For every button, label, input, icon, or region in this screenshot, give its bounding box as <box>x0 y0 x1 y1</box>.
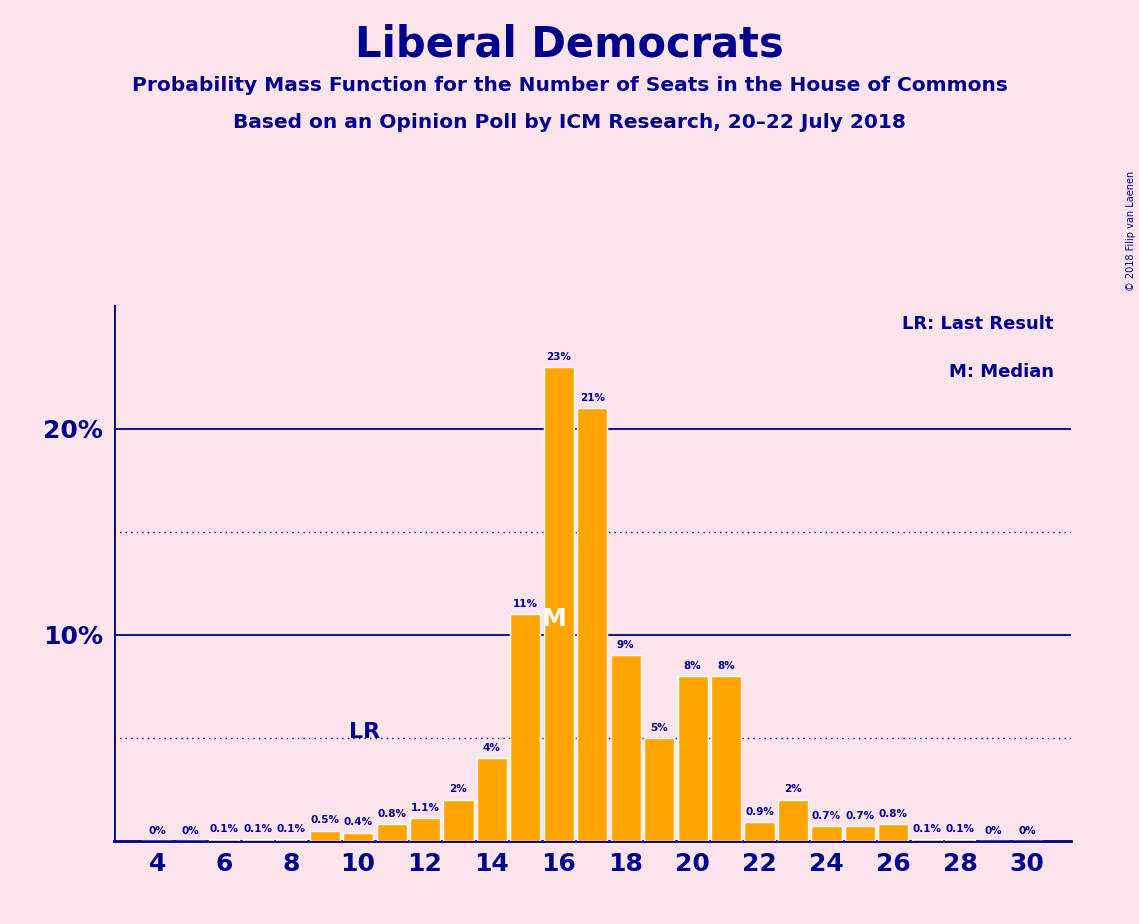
Bar <box>678 676 707 841</box>
Bar <box>711 676 741 841</box>
Bar <box>845 826 875 841</box>
Text: 0.8%: 0.8% <box>879 809 908 820</box>
Bar <box>911 839 942 841</box>
Text: 2%: 2% <box>450 784 467 795</box>
Bar <box>377 824 407 841</box>
Text: 1.1%: 1.1% <box>410 803 440 813</box>
Bar <box>510 614 540 841</box>
Text: LR: LR <box>350 722 380 742</box>
Bar <box>477 759 507 841</box>
Bar <box>210 839 239 841</box>
Text: © 2018 Filip van Laenen: © 2018 Filip van Laenen <box>1126 171 1136 291</box>
Text: 4%: 4% <box>483 743 501 753</box>
Bar <box>811 826 842 841</box>
Bar <box>577 408 607 841</box>
Text: 0%: 0% <box>1018 826 1036 835</box>
Bar <box>945 839 975 841</box>
Bar <box>778 799 808 841</box>
Text: 0.7%: 0.7% <box>812 811 841 821</box>
Text: 0.1%: 0.1% <box>244 823 272 833</box>
Bar <box>878 824 909 841</box>
Text: 0.9%: 0.9% <box>745 808 775 817</box>
Text: M: Median: M: Median <box>949 362 1054 381</box>
Bar <box>276 839 306 841</box>
Text: 0.1%: 0.1% <box>210 823 239 833</box>
Bar <box>611 655 641 841</box>
Bar <box>745 822 775 841</box>
Text: Liberal Democrats: Liberal Democrats <box>355 23 784 65</box>
Text: 0.1%: 0.1% <box>912 823 941 833</box>
Text: 9%: 9% <box>617 640 634 650</box>
Text: M: M <box>541 606 566 630</box>
Text: 0%: 0% <box>985 826 1002 835</box>
Text: 0.4%: 0.4% <box>344 818 372 828</box>
Text: 0.1%: 0.1% <box>277 823 305 833</box>
Bar <box>543 367 574 841</box>
Text: Based on an Opinion Poll by ICM Research, 20–22 July 2018: Based on an Opinion Poll by ICM Research… <box>233 113 906 132</box>
Text: 0.5%: 0.5% <box>310 815 339 825</box>
Text: 8%: 8% <box>683 661 702 671</box>
Text: 23%: 23% <box>547 352 572 361</box>
Text: 0.8%: 0.8% <box>377 809 407 820</box>
Text: Probability Mass Function for the Number of Seats in the House of Commons: Probability Mass Function for the Number… <box>132 76 1007 95</box>
Bar <box>410 818 440 841</box>
Text: 11%: 11% <box>513 599 538 609</box>
Text: 21%: 21% <box>580 393 605 403</box>
Text: 0.1%: 0.1% <box>945 823 975 833</box>
Bar <box>645 737 674 841</box>
Text: 0%: 0% <box>148 826 166 835</box>
Text: LR: Last Result: LR: Last Result <box>902 315 1054 334</box>
Bar <box>310 831 339 841</box>
Text: 0.7%: 0.7% <box>845 811 875 821</box>
Text: 0%: 0% <box>182 826 199 835</box>
Text: 2%: 2% <box>784 784 802 795</box>
Bar <box>443 799 474 841</box>
Bar <box>343 833 374 841</box>
Text: 8%: 8% <box>718 661 735 671</box>
Bar <box>243 839 273 841</box>
Text: 5%: 5% <box>650 723 669 733</box>
